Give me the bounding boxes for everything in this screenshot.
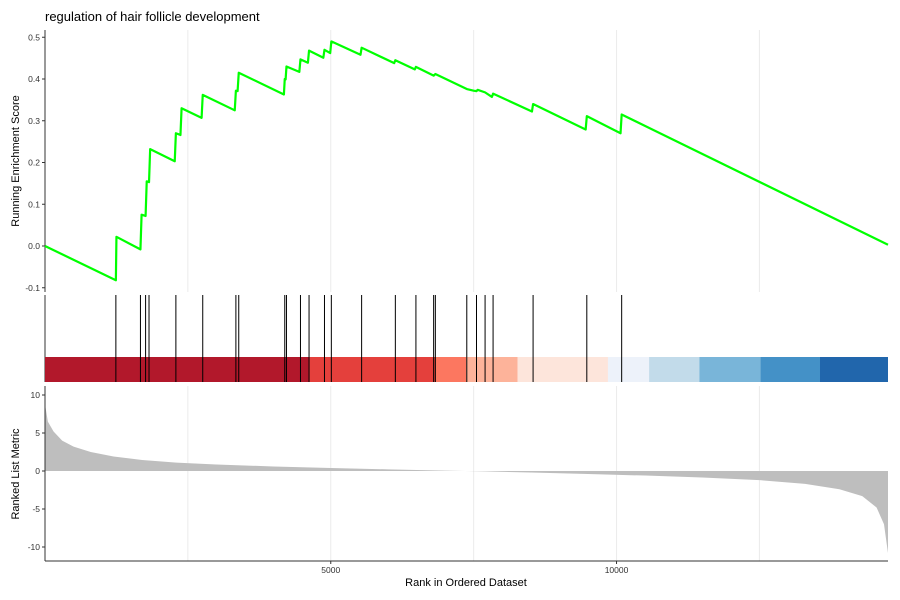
- rank-color-band-5: [607, 357, 650, 382]
- rank-color-band-0: [45, 357, 310, 382]
- rank-color-band-6: [649, 357, 700, 382]
- ranked-metric-y-tick-label: -10: [28, 542, 41, 552]
- x-tick-label: 10000: [605, 565, 629, 575]
- ranked-metric-y-tick-label: -5: [32, 504, 40, 514]
- rank-color-band-7: [699, 357, 761, 382]
- enrichment-y-axis-title: Running Enrichment Score: [10, 95, 22, 226]
- ranked-metric-y-tick-label: 10: [31, 390, 41, 400]
- enrichment-y-tick-label: 0.4: [28, 74, 40, 84]
- enrichment-y-tick-label: 0.1: [28, 199, 40, 209]
- chart-title: regulation of hair follicle development: [45, 9, 260, 24]
- enrichment-y-tick-label: 0.3: [28, 116, 40, 126]
- rank-color-band-2: [435, 357, 467, 382]
- rank-color-band-3: [466, 357, 518, 382]
- ranked-metric-y-ticks: 10 5 0 -5 -10: [28, 390, 45, 552]
- rank-color-band-4: [517, 357, 608, 382]
- gene-hit-ticks: [115, 295, 623, 382]
- enrichment-y-ticks: -0.1 0.0 0.1 0.2 0.3 0.4 0.5: [25, 32, 45, 293]
- enrichment-score-line: [44, 40, 889, 282]
- ranked-metric-y-tick-label: 5: [35, 428, 40, 438]
- enrichment-gridlines: [187, 30, 760, 292]
- rank-color-band-1: [309, 357, 436, 382]
- ranked-metric-y-tick-label: 0: [35, 466, 40, 476]
- x-axis-title: Rank in Ordered Dataset: [405, 577, 527, 589]
- enrichment-y-tick-label: 0.0: [28, 241, 40, 251]
- ranked-metric-y-axis-title: Ranked List Metric: [10, 428, 22, 520]
- x-axis-ticks: 5000 10000: [321, 561, 629, 575]
- x-tick-label: 5000: [321, 565, 340, 575]
- enrichment-y-tick-label: 0.2: [28, 158, 40, 168]
- ranked-metric-area: [45, 404, 888, 554]
- enrichment-y-tick-label: 0.5: [28, 32, 40, 42]
- rank-color-band-9: [819, 357, 888, 382]
- enrichment-y-tick-label: -0.1: [25, 283, 40, 293]
- rank-color-band-8: [760, 357, 820, 382]
